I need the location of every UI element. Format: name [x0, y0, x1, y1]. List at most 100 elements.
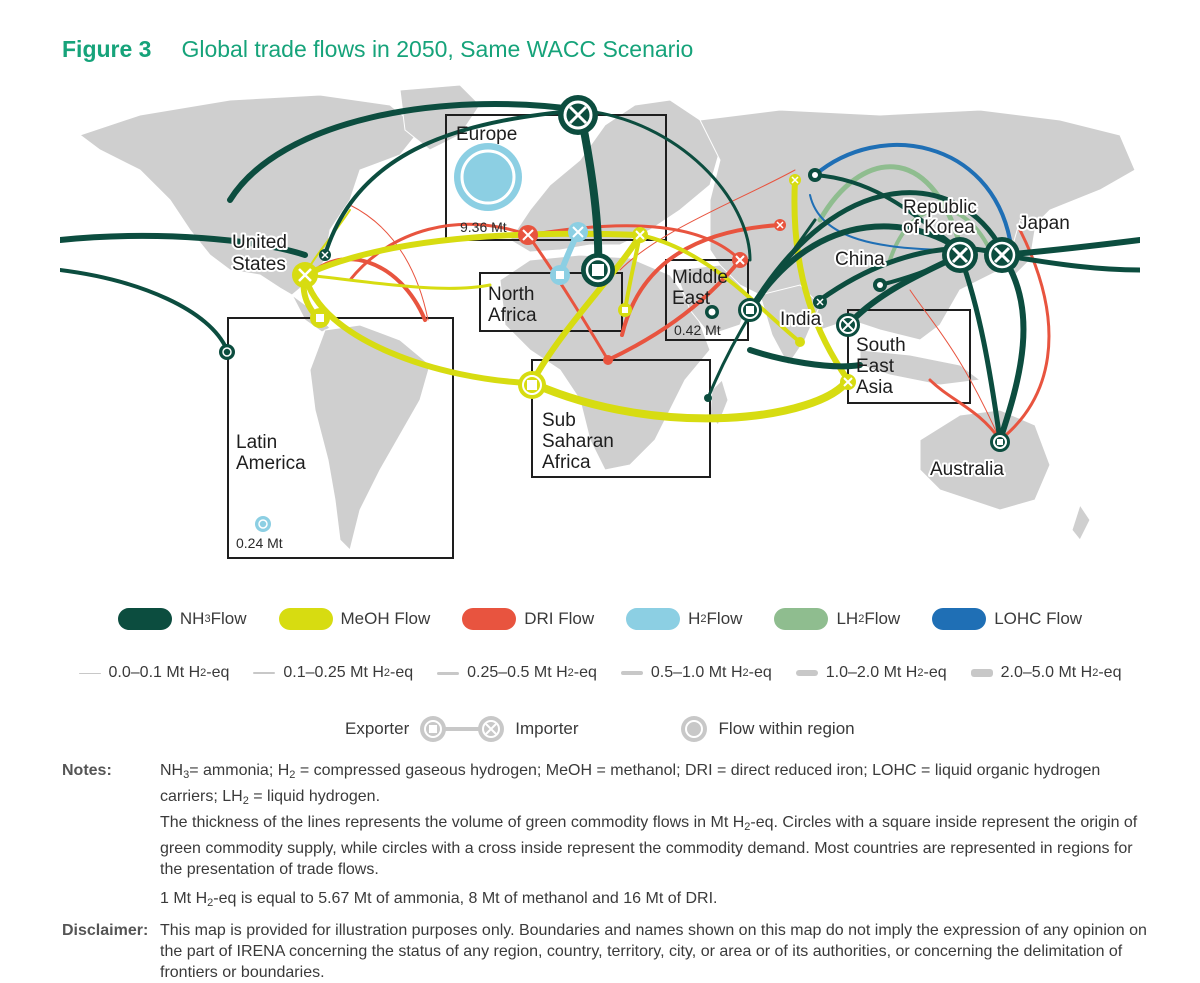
land-se-asia-islands [859, 349, 982, 386]
thick-sub-3: 2 [742, 667, 749, 679]
node-china-within-icon [873, 278, 887, 292]
notes-l2-sub: 2 [744, 821, 751, 833]
thick-sub-1: 2 [383, 667, 391, 679]
thick-sub-5: 2 [1092, 667, 1099, 679]
label-europe-value: 9.36 Mt [460, 219, 507, 235]
node-europe-importer-icon [558, 95, 598, 135]
trade-flow-map: Europe 9.36 Mt United States North Afric… [60, 84, 1140, 559]
flow-nh3-ssa-china [706, 218, 817, 400]
legend-lh2-swatch [774, 608, 829, 630]
notes-l1-b: = ammonia; H [189, 762, 290, 779]
land-india [759, 284, 821, 366]
flow-within-region-icon [680, 716, 707, 742]
node-ssa-nh3-icon [704, 394, 712, 402]
node-europe-within-icon [454, 143, 522, 211]
flow-meoh-me-india [638, 233, 802, 344]
thick-label-0: 0.0–0.1 Mt H [108, 664, 201, 681]
label-korea-line2: of Korea [903, 217, 975, 238]
label-australia: Australia [930, 459, 1004, 480]
flow-dri-thin-australia [909, 289, 1001, 441]
disclaimer-label: Disclaimer: [62, 922, 149, 939]
notes-l1-d: = liquid hydrogen. [248, 788, 381, 805]
label-ssa-line3: Africa [542, 452, 591, 473]
notes-line3: 1 Mt H2-eq is equal to 5.67 Mt of ammoni… [160, 888, 1152, 914]
notes-l3-b: -eq is equal to 5.67 Mt of ammonia, 8 Mt… [213, 890, 718, 907]
legend-lh2-rest: Flow [864, 609, 901, 628]
legend-meoh-label: MeOH Flow [340, 609, 431, 628]
thick-rest-3: -eq [748, 664, 772, 681]
flow-nh3-china-within [813, 173, 962, 252]
legend-symbols: Exporter Importer Flow within region [345, 714, 905, 744]
label-ssa-line1: Sub [542, 410, 576, 431]
label-ssa-line2: Saharan [542, 431, 614, 452]
node-sea-nh3-importer-icon [836, 313, 860, 337]
thick-line-0 [78, 672, 101, 674]
figure-title-row: Figure 3 Global trade flows in 2050, Sam… [62, 36, 693, 66]
flow-dri-australia-korea [998, 228, 1051, 442]
node-symbols [219, 95, 1020, 532]
legend-h2-sub: 2 [700, 613, 707, 625]
figure-title: Global trade flows in 2050, Same WACC Sc… [181, 36, 694, 62]
box-south-east-asia [847, 309, 971, 404]
label-latam-line2: America [236, 453, 306, 474]
thick-label-5: 2.0–5.0 Mt H [1000, 664, 1093, 681]
flow-dri-australia-sea [928, 378, 1002, 442]
node-north-africa-h2-exporter-icon [550, 265, 570, 285]
label-latam-value: 0.24 Mt [236, 535, 283, 551]
node-korea-importer-icon [942, 237, 978, 273]
notes-line2: The thickness of the lines represents th… [160, 812, 1152, 880]
flow-nh3-ssa-sea [747, 347, 863, 370]
disclaimer-text: This map is provided for illustration pu… [160, 922, 1147, 981]
flow-meoh-ssa-europe [529, 232, 643, 386]
flow-nh3-japan-east [999, 237, 1140, 258]
node-india-nh3-icon [813, 295, 827, 309]
legend-thick-2: 0.25–0.5 Mt H 2 -eq [437, 664, 597, 682]
node-australia-exporter-icon [990, 432, 1010, 452]
legend-lohc-swatch [932, 608, 987, 630]
legend-thickness: 0.0–0.1 Mt H 2 -eq 0.1–0.25 Mt H 2 -eq 0.25–… [0, 664, 1200, 682]
flow-nh3-na-pacific [60, 268, 229, 352]
thick-rest-4: -eq [923, 664, 947, 681]
label-north-africa-line1: North [488, 284, 534, 305]
label-us-line2: States [232, 254, 286, 275]
thick-label-3: 0.5–1.0 Mt H [650, 664, 743, 681]
legend-lohc: LOHC Flow [932, 608, 1082, 630]
label-sea-line1: South [856, 335, 906, 356]
legend-within-label: Flow within region [718, 719, 855, 738]
thick-line-5 [970, 669, 993, 677]
flow-nh3-australia-japan [997, 252, 1027, 443]
legend-lh2-label: LH [836, 609, 859, 628]
notes-section: Notes: NH3= ammonia; H2 = compressed gas… [62, 760, 1152, 983]
node-sea-meoh-importer-icon [840, 374, 856, 390]
label-china: China [835, 249, 885, 270]
notes-l2-b: -eq. Circles with a square inside repres… [160, 814, 1138, 878]
node-japan-importer-icon [984, 237, 1020, 273]
legend-thick-3: 0.5–1.0 Mt H 2 -eq [620, 664, 772, 682]
thick-line-3 [620, 671, 643, 675]
label-korea-line1: Republic [903, 197, 977, 218]
node-me-within-icon [705, 305, 719, 319]
node-ssa-meoh-exporter-icon [518, 371, 546, 399]
legend-thick-0: 0.0–0.1 Mt H 2 -eq [78, 664, 229, 682]
flow-meoh-us-na [303, 273, 492, 290]
notes-l1-sub1: 3 [183, 769, 190, 781]
disclaimer-block: Disclaimer: This map is provided for ill… [62, 920, 1152, 983]
legend-lh2: LH 2 Flow [774, 608, 900, 630]
land-greenland [399, 84, 481, 151]
thick-line-1 [253, 672, 276, 674]
node-ssa-dri-icon [603, 355, 613, 365]
label-us-line1: United [232, 232, 287, 253]
flow-meoh-us-ssa [302, 272, 535, 386]
flow-nh3-australia-korea [957, 252, 1003, 443]
thick-rest-5: -eq [1098, 664, 1122, 681]
legend-nh3-label: NH [179, 609, 205, 628]
legend-dri-label: DRI Flow [524, 609, 595, 628]
flow-meoh-ssa-sea [528, 376, 852, 423]
legend-meoh: MeOH Flow [278, 608, 431, 630]
label-europe: Europe [456, 124, 517, 145]
thick-line-2 [437, 671, 460, 675]
label-me-value: 0.42 Mt [674, 322, 721, 338]
node-china-nh3-icon [808, 168, 822, 182]
